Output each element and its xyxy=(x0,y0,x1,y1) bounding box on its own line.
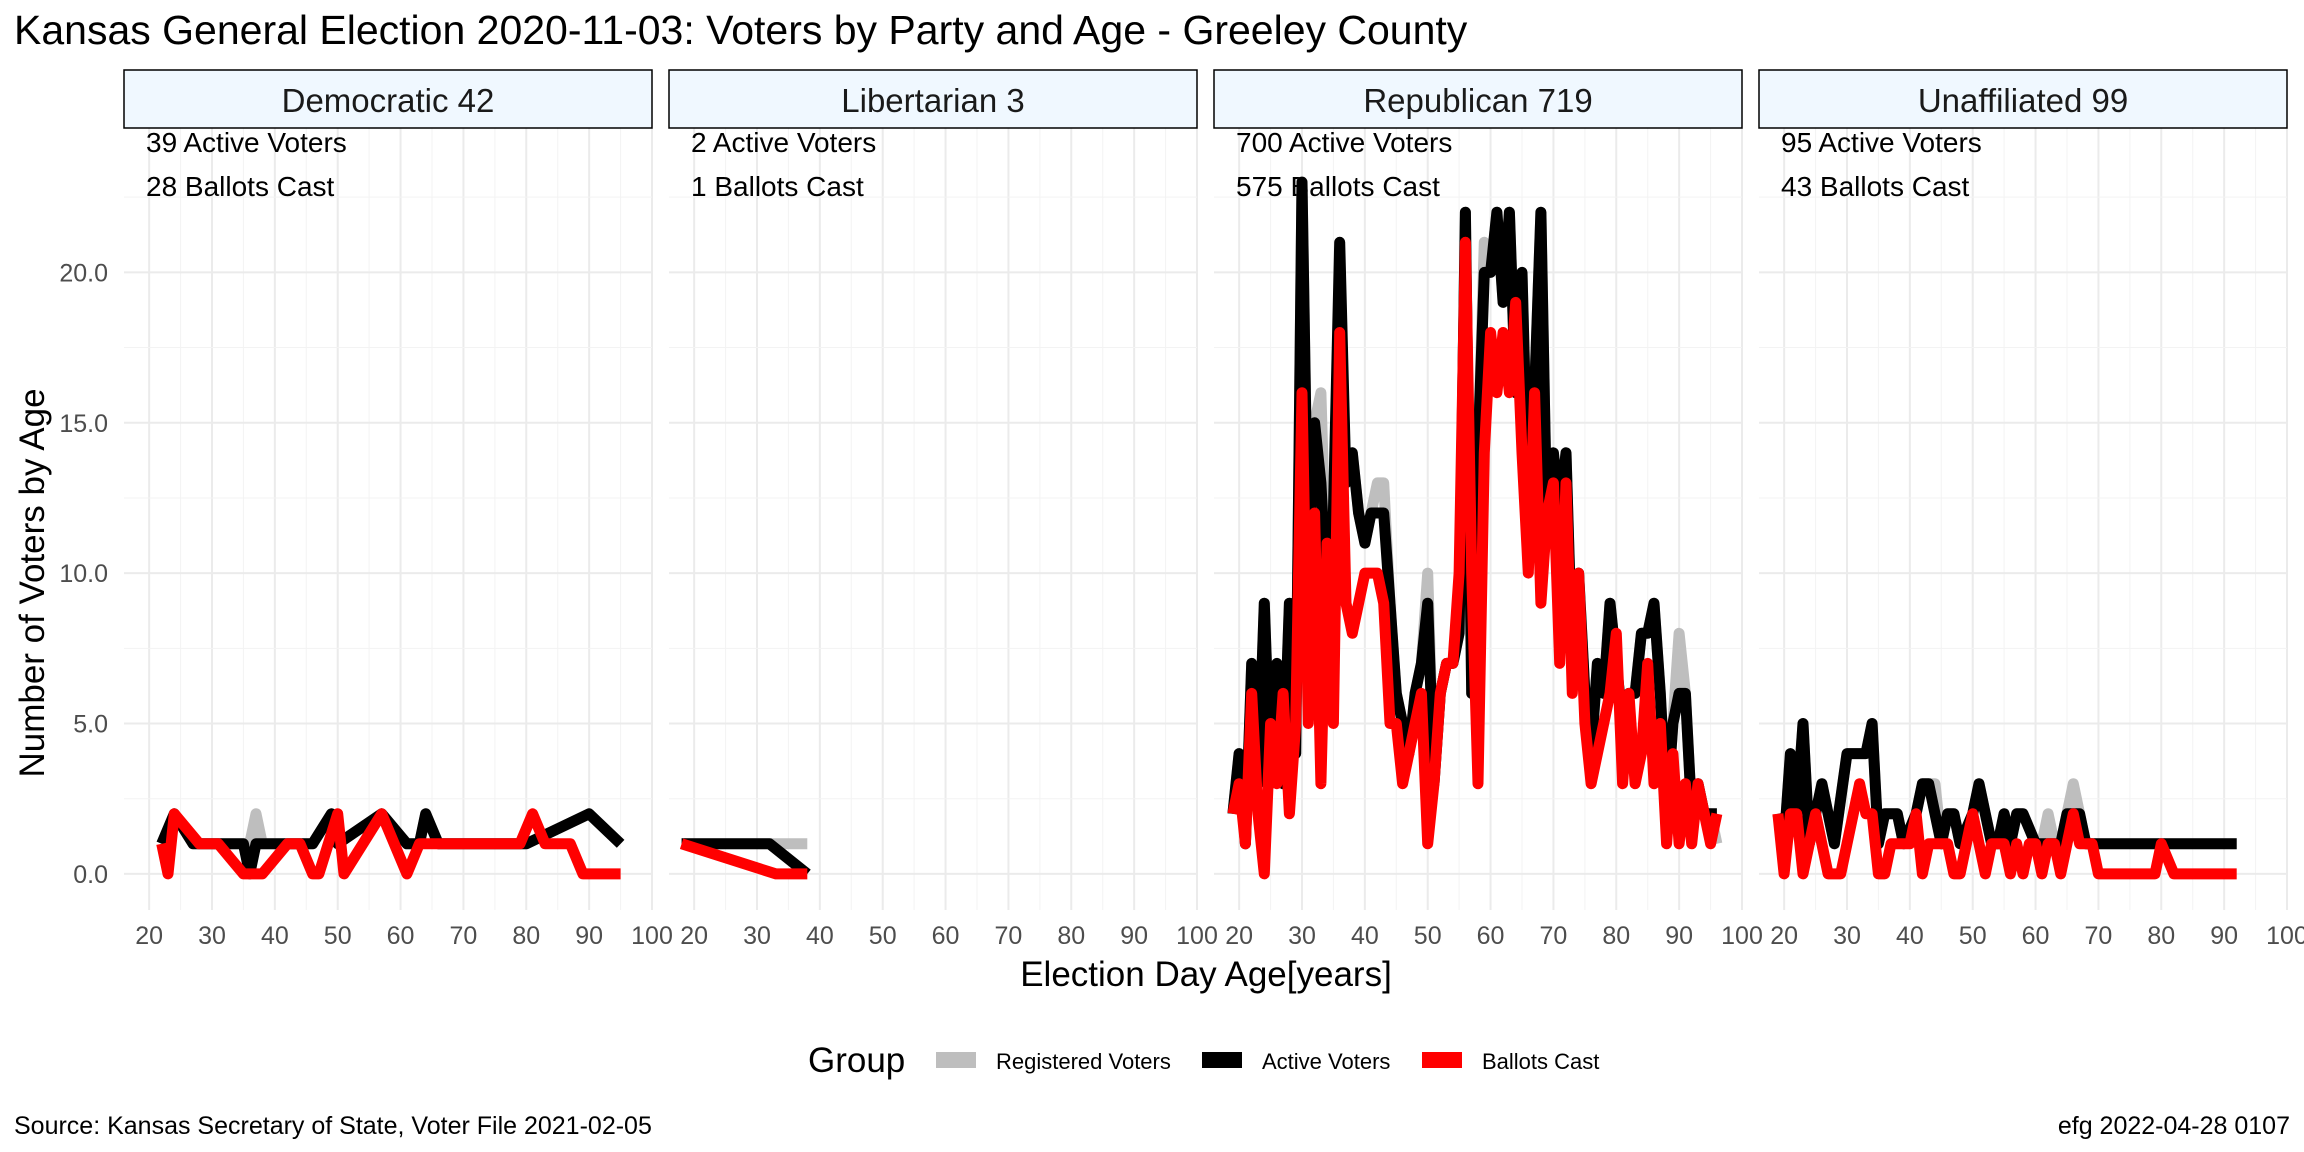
panel-1: Democratic 42 39 Active Voters 28 Ballots … xyxy=(123,69,673,950)
x-tick-label: 60 xyxy=(932,922,960,950)
legend-title: Group xyxy=(808,1041,905,1080)
legend-label-registered: Registered Voters xyxy=(996,1049,1171,1074)
series-line-ballots xyxy=(1227,236,1723,880)
note-ballots-cast: 28 Ballots Cast xyxy=(146,171,335,202)
timestamp-caption: efg 2022-04-28 0107 xyxy=(2058,1112,2290,1140)
x-tick-label: 40 xyxy=(806,922,834,950)
x-tick-label: 70 xyxy=(995,922,1023,950)
source-caption: Source: Kansas Secretary of State, Voter… xyxy=(14,1112,652,1140)
series-line-ballots xyxy=(156,808,621,880)
chart-panels: 0.0 5.0 10.0 15.0 20.0 Democratic 42 39 Active… xyxy=(59,69,2304,950)
x-tick-label: 70 xyxy=(450,922,478,950)
x-tick-label: 60 xyxy=(1477,922,1505,950)
x-tick-label: 40 xyxy=(1896,922,1924,950)
facet-strip xyxy=(668,69,1198,129)
series-line-ballots xyxy=(679,838,808,880)
x-tick-label: 30 xyxy=(198,922,226,950)
panel-4: Unaffiliated 99 95 Active Voters 43 Ballot… xyxy=(1758,69,2304,950)
y-tick-label: 5.0 xyxy=(73,711,108,739)
x-tick-label: 90 xyxy=(1120,922,1148,950)
x-tick-label: 80 xyxy=(512,922,540,950)
x-tick-label: 50 xyxy=(1414,922,1442,950)
x-tick-label: 60 xyxy=(2022,922,2050,950)
x-tick-label: 30 xyxy=(743,922,771,950)
note-active-voters: 95 Active Voters xyxy=(1781,127,1982,158)
x-tick-label: 50 xyxy=(324,922,352,950)
y-axis-label: Number of Voters by Age xyxy=(13,388,52,777)
x-tick-label: 20 xyxy=(680,922,708,950)
facet-strip xyxy=(123,69,653,129)
chart-title: Kansas General Election 2020-11-03: Vote… xyxy=(14,7,1468,53)
x-tick-label: 100 xyxy=(631,922,673,950)
facet-strip-label: Unaffiliated 99 xyxy=(1918,82,2128,119)
note-active-voters: 2 Active Voters xyxy=(691,127,876,158)
facet-strip-label: Republican 719 xyxy=(1363,82,1592,119)
note-active-voters: 39 Active Voters xyxy=(146,127,347,158)
facet-strip-label: Democratic 42 xyxy=(282,82,495,119)
x-tick-label: 100 xyxy=(1721,922,1763,950)
facet-strip-label: Libertarian 3 xyxy=(841,82,1024,119)
x-tick-label: 100 xyxy=(2266,922,2304,950)
x-tick-label: 30 xyxy=(1833,922,1861,950)
x-tick-label: 60 xyxy=(387,922,415,950)
note-active-voters: 700 Active Voters xyxy=(1236,127,1452,158)
panel-2: Libertarian 3 2 Active Voters 1 Ballots Ca… xyxy=(668,69,1218,950)
x-tick-label: 90 xyxy=(575,922,603,950)
legend: Group Registered Voters Active Voters Ba… xyxy=(808,1041,1599,1080)
panel-3: Republican 719 700 Active Voters 575 Ballo… xyxy=(1213,69,1763,950)
y-tick-label: 10.0 xyxy=(59,560,108,588)
note-ballots-cast: 575 Ballots Cast xyxy=(1236,171,1440,202)
legend-label-ballots: Ballots Cast xyxy=(1482,1049,1599,1074)
y-tick-label: 0.0 xyxy=(73,861,108,889)
series-line-active xyxy=(681,838,811,879)
legend-label-active: Active Voters xyxy=(1262,1049,1390,1074)
y-tick-label: 15.0 xyxy=(59,410,108,438)
x-tick-label: 50 xyxy=(1959,922,1987,950)
x-tick-label: 20 xyxy=(1770,922,1798,950)
x-axis-label: Election Day Age[years] xyxy=(1020,955,1392,994)
facet-strip xyxy=(1213,69,1743,129)
x-tick-label: 80 xyxy=(2147,922,2175,950)
x-tick-label: 90 xyxy=(1665,922,1693,950)
x-tick-label: 80 xyxy=(1602,922,1630,950)
x-tick-label: 20 xyxy=(135,922,163,950)
x-tick-label: 100 xyxy=(1176,922,1218,950)
series-line-ballots xyxy=(1772,778,2237,880)
x-tick-label: 40 xyxy=(261,922,289,950)
note-ballots-cast: 1 Ballots Cast xyxy=(691,171,864,202)
x-tick-label: 50 xyxy=(869,922,897,950)
x-tick-label: 20 xyxy=(1225,922,1253,950)
note-ballots-cast: 43 Ballots Cast xyxy=(1781,171,1970,202)
x-tick-label: 40 xyxy=(1351,922,1379,950)
x-tick-label: 30 xyxy=(1288,922,1316,950)
x-tick-label: 70 xyxy=(2085,922,2113,950)
x-tick-label: 90 xyxy=(2210,922,2238,950)
facet-strip xyxy=(1758,69,2288,129)
y-tick-label: 20.0 xyxy=(59,259,108,287)
x-tick-label: 70 xyxy=(1540,922,1568,950)
x-tick-label: 80 xyxy=(1057,922,1085,950)
